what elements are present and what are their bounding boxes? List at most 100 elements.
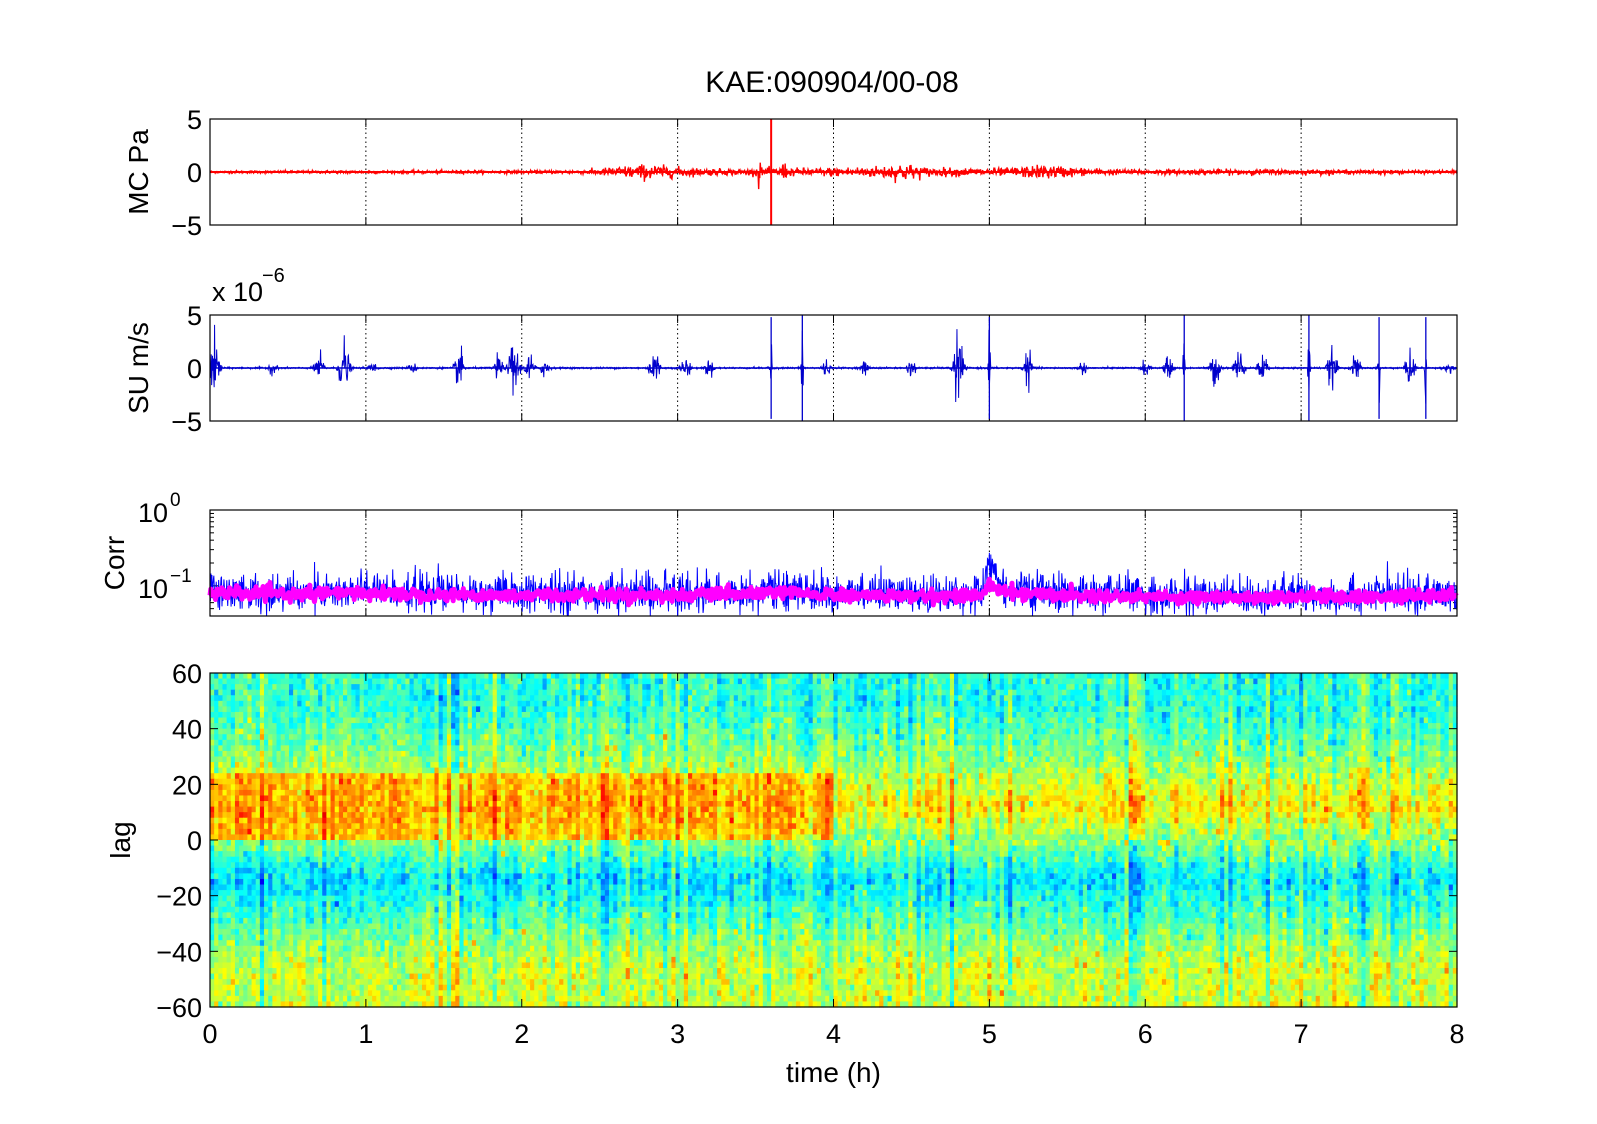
heatmap-cell — [1440, 757, 1445, 763]
heatmap-cell — [1320, 684, 1325, 690]
heatmap-cell — [380, 745, 385, 751]
heatmap-cell — [464, 734, 469, 740]
heatmap-cell — [1141, 740, 1146, 746]
heatmap-cell — [601, 673, 606, 679]
heatmap-cell — [1216, 690, 1221, 696]
heatmap-cell — [1012, 690, 1017, 696]
heatmap-cell — [834, 729, 839, 735]
heatmap-cell — [1033, 701, 1038, 707]
heatmap-cell — [1249, 695, 1254, 701]
heatmap-cell — [775, 690, 780, 696]
heatmap-cell — [530, 745, 535, 751]
heatmap-cell — [393, 751, 398, 757]
heatmap-cell — [925, 734, 930, 740]
heatmap-cell — [509, 734, 514, 740]
heatmap-cell — [405, 712, 410, 718]
heatmap-cell — [534, 695, 539, 701]
heatmap-cell — [1449, 745, 1454, 751]
heatmap-cell — [451, 718, 456, 724]
heatmap-cell — [983, 690, 988, 696]
heatmap-cell — [688, 718, 693, 724]
heatmap-cell — [1428, 706, 1433, 712]
heatmap-cell — [538, 673, 543, 679]
heatmap-cell — [476, 723, 481, 729]
heatmap-cell — [821, 695, 826, 701]
heatmap-cell — [1257, 706, 1262, 712]
heatmap-cell — [297, 751, 302, 757]
heatmap-cell — [738, 751, 743, 757]
heatmap-cell — [1266, 718, 1271, 724]
heatmap-cell — [355, 718, 360, 724]
heatmap-cell — [1370, 718, 1375, 724]
heatmap-cell — [967, 706, 972, 712]
heatmap-cell — [1312, 757, 1317, 763]
heatmap-cell — [1428, 679, 1433, 685]
heatmap-cell — [318, 762, 323, 768]
heatmap-cell — [1149, 690, 1154, 696]
heatmap-cell — [281, 729, 286, 735]
heatmap-cell — [983, 740, 988, 746]
heatmap-cell — [912, 706, 917, 712]
heatmap-cell — [1203, 751, 1208, 757]
heatmap-cell — [875, 723, 880, 729]
heatmap-cell — [343, 695, 348, 701]
heatmap-cell — [247, 718, 252, 724]
heatmap-cell — [331, 679, 336, 685]
heatmap-cell — [1124, 740, 1129, 746]
heatmap-cell — [401, 695, 406, 701]
heatmap-cell — [343, 751, 348, 757]
heatmap-cell — [750, 712, 755, 718]
heatmap-cell — [813, 751, 818, 757]
heatmap-cell — [1282, 751, 1287, 757]
heatmap-cell — [1203, 712, 1208, 718]
heatmap-cell — [447, 745, 452, 751]
heatmap-cell — [410, 695, 415, 701]
heatmap-cell — [252, 745, 257, 751]
heatmap-cell — [281, 751, 286, 757]
heatmap-cell — [1332, 706, 1337, 712]
heatmap-cell — [813, 706, 818, 712]
heatmap-cell — [1195, 734, 1200, 740]
heatmap-cell — [1070, 673, 1075, 679]
heatmap-cell — [1133, 673, 1138, 679]
heatmap-cell — [1012, 723, 1017, 729]
heatmap-cell — [264, 712, 269, 718]
heatmap-cell — [588, 695, 593, 701]
heatmap-cell — [326, 695, 331, 701]
heatmap-cell — [759, 701, 764, 707]
heatmap-cell — [800, 673, 805, 679]
heatmap-cell — [996, 729, 1001, 735]
heatmap-cell — [513, 695, 518, 701]
heatmap-cell — [301, 706, 306, 712]
heatmap-cell — [651, 690, 656, 696]
heatmap-cell — [892, 745, 897, 751]
heatmap-cell — [372, 751, 377, 757]
heatmap-cell — [1228, 690, 1233, 696]
heatmap-cell — [1104, 729, 1109, 735]
heatmap-cell — [1295, 751, 1300, 757]
heatmap-cell — [1037, 712, 1042, 718]
heatmap-cell — [1386, 679, 1391, 685]
heatmap-cell — [1170, 729, 1175, 735]
heatmap-cell — [451, 679, 456, 685]
heatmap-cell — [1386, 690, 1391, 696]
heatmap-cell — [1058, 684, 1063, 690]
heatmap-cell — [1449, 718, 1454, 724]
heatmap-cell — [709, 673, 714, 679]
heatmap-cell — [763, 723, 768, 729]
heatmap-cell — [339, 757, 344, 763]
heatmap-cell — [397, 751, 402, 757]
heatmap-cell — [1033, 723, 1038, 729]
heatmap-cell — [775, 684, 780, 690]
heatmap-cell — [1224, 706, 1229, 712]
heatmap-cell — [996, 740, 1001, 746]
heatmap-cell — [293, 762, 298, 768]
heatmap-cell — [567, 690, 572, 696]
heatmap-cell — [1436, 729, 1441, 735]
heatmap-cell — [1079, 729, 1084, 735]
heatmap-cell — [414, 734, 419, 740]
heatmap-cell — [946, 751, 951, 757]
heatmap-cell — [838, 723, 843, 729]
heatmap-cell — [1104, 712, 1109, 718]
heatmap-cell — [1203, 723, 1208, 729]
